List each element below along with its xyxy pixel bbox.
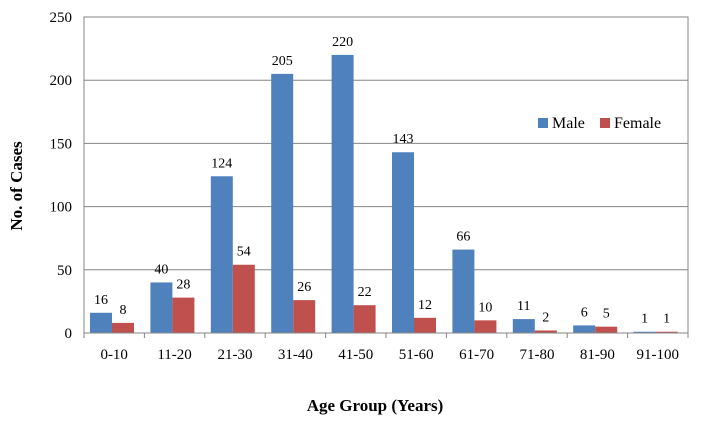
x-tick-label: 61-70	[459, 347, 494, 363]
plot-area-border	[83, 16, 689, 334]
data-label-male: 1	[641, 312, 648, 327]
x-tick-label: 41-50	[338, 347, 373, 363]
bars	[90, 54, 678, 334]
legend-label-female: Female	[614, 115, 661, 132]
data-label-female: 28	[176, 278, 190, 293]
x-tick-label: 71-80	[520, 347, 555, 363]
x-tick-label: 81-90	[580, 347, 615, 363]
gridlines	[83, 16, 689, 334]
y-axis-title: No. of Cases	[7, 141, 26, 231]
data-label-male: 40	[154, 262, 168, 277]
y-tick-label: 200	[50, 73, 73, 89]
data-label-male: 6	[581, 305, 588, 320]
bar-female-61-70	[474, 320, 497, 333]
bar-female-21-30	[232, 264, 255, 333]
data-label-female: 2	[542, 310, 549, 325]
data-label-female: 1	[663, 312, 670, 327]
x-tick-label: 11-20	[157, 347, 191, 363]
bar-female-81-90	[595, 326, 618, 333]
x-tick-label: 21-30	[218, 347, 253, 363]
bar-male-41-50	[331, 54, 354, 334]
data-label-male: 220	[332, 35, 353, 50]
data-label-female: 26	[297, 280, 311, 295]
bar-male-21-30	[210, 176, 233, 333]
y-tick-label: 0	[65, 326, 73, 342]
axes: 0 50 100 150 200 250 0-10 11-20 21-30 31-40 41-50 5…	[50, 10, 689, 363]
data-label-male: 16	[94, 293, 108, 308]
x-axis-title: Age Group (Years)	[307, 396, 444, 415]
y-tick-label: 250	[50, 10, 73, 26]
data-label-male: 205	[272, 54, 293, 69]
bar-female-11-20	[172, 297, 195, 333]
y-tick-label: 50	[57, 263, 72, 279]
x-tick-label: 51-60	[399, 347, 434, 363]
data-label-female: 8	[120, 303, 127, 318]
bar-male-91-100	[633, 331, 656, 333]
bar-female-91-100	[655, 331, 678, 333]
data-label-male: 11	[517, 299, 530, 314]
bar-male-0-10	[90, 312, 112, 333]
data-label-male: 124	[211, 156, 232, 171]
bar-male-61-70	[452, 249, 475, 333]
x-tick-label: 31-40	[278, 347, 313, 363]
bar-female-71-80	[534, 330, 557, 333]
y-tick-label: 100	[50, 200, 73, 216]
bar-female-0-10	[112, 322, 134, 333]
legend: Male Female	[538, 115, 661, 132]
x-tick-label: 91-100	[637, 347, 680, 363]
bar-male-71-80	[512, 319, 535, 333]
bar-male-31-40	[271, 73, 294, 333]
data-label-male: 143	[393, 132, 414, 147]
bar-male-51-60	[392, 152, 414, 333]
legend-swatch-male	[538, 118, 548, 128]
x-tick-label: 0-10	[100, 347, 128, 363]
bar-male-81-90	[573, 325, 596, 333]
bar-female-51-60	[414, 317, 436, 333]
y-tick-label: 150	[50, 136, 73, 152]
data-label-male: 66	[456, 230, 470, 245]
bar-male-11-20	[150, 282, 173, 333]
data-labels: 16 40 124 205 220 143 66 11 6 1 8 28 54 26 22 12 10 2 5 1	[94, 35, 670, 327]
bar-female-31-40	[293, 300, 316, 333]
data-label-female: 12	[418, 298, 432, 313]
legend-label-male: Male	[552, 115, 585, 132]
data-label-female: 10	[478, 300, 492, 315]
data-label-female: 22	[358, 285, 372, 300]
bar-female-41-50	[353, 305, 376, 333]
legend-swatch-female	[600, 118, 610, 128]
data-label-female: 5	[603, 307, 610, 322]
data-label-female: 54	[237, 245, 251, 260]
